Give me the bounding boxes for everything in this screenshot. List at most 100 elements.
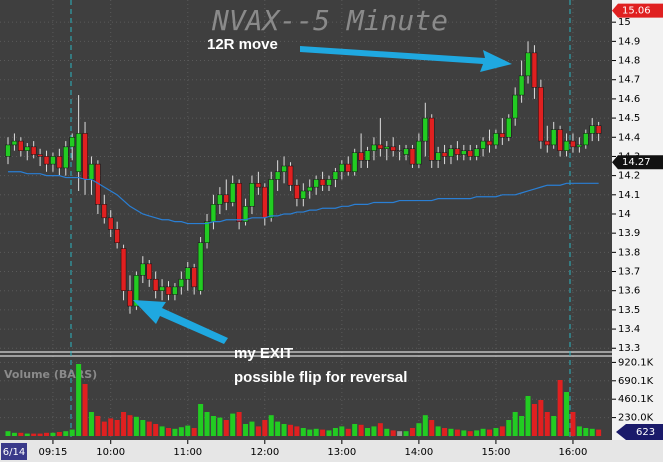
- candle-body: [518, 75, 525, 96]
- candle-body: [294, 184, 300, 199]
- volume-bar: [108, 418, 114, 436]
- volume-bar: [37, 433, 43, 436]
- volume-bar: [63, 431, 69, 436]
- volume-bar: [18, 432, 24, 436]
- volume-bar: [576, 426, 582, 436]
- candle-body: [589, 125, 595, 134]
- volume-bar: [564, 392, 570, 436]
- candle-body: [197, 242, 204, 291]
- volume-bar: [538, 400, 544, 436]
- volume-bar: [5, 431, 11, 436]
- volume-bar: [294, 426, 300, 436]
- candle-body: [570, 140, 576, 148]
- annotation: my EXIT: [234, 345, 293, 362]
- candle-body: [332, 171, 339, 180]
- candle-body: [24, 146, 31, 151]
- volume-bar: [531, 404, 537, 436]
- volume-bar: [166, 428, 171, 436]
- candle-body: [396, 150, 403, 152]
- volume-bar: [82, 384, 88, 436]
- volume-bar: [198, 404, 204, 436]
- candle-body: [114, 229, 120, 244]
- x-tick-label: 14:00: [404, 447, 433, 458]
- candle-body: [217, 194, 223, 205]
- volume-bar: [377, 423, 383, 436]
- volume-bar: [454, 429, 460, 436]
- volume-bar: [352, 424, 358, 436]
- y-tick-label: 460.1K: [618, 394, 654, 405]
- volume-bar: [127, 415, 133, 436]
- chart-title: NVAX--5 Minute: [211, 4, 448, 37]
- y-tick-label: 15: [618, 17, 631, 28]
- candle-body: [377, 144, 384, 150]
- candle-body: [101, 204, 108, 219]
- volume-bar: [210, 416, 216, 436]
- y-tick-label: 13.8: [618, 247, 640, 258]
- candle-body: [467, 150, 473, 157]
- volume-bar: [429, 420, 435, 436]
- volume-bar: [11, 432, 17, 436]
- candle-body: [172, 286, 178, 295]
- volume-bar: [262, 420, 268, 436]
- candle-body: [416, 140, 422, 165]
- price-tag-label: 15.06: [622, 6, 651, 17]
- candle-body: [390, 146, 396, 151]
- volume-bar: [223, 420, 229, 436]
- y-tick-label: 13.3: [618, 343, 640, 354]
- volume-bar: [76, 364, 82, 436]
- volume-bar: [114, 420, 120, 436]
- volume-bar: [345, 428, 351, 436]
- y-tick-label: 13.4: [618, 324, 640, 335]
- candle-body: [159, 286, 165, 291]
- candle-body: [75, 133, 82, 173]
- candle-body: [204, 221, 210, 244]
- candle-body: [56, 156, 63, 169]
- volume-bar: [474, 430, 480, 436]
- candle-body: [69, 137, 75, 148]
- price-axis-background: [612, 0, 663, 440]
- candle-body: [152, 278, 159, 291]
- volume-bar: [506, 420, 512, 436]
- candle-body: [223, 194, 230, 203]
- volume-bar: [287, 424, 293, 436]
- volume-bar: [275, 421, 281, 436]
- volume-bar: [339, 426, 345, 436]
- volume-bar: [95, 416, 101, 436]
- volume-bar: [159, 426, 165, 436]
- volume-bar: [249, 421, 255, 436]
- y-tick-label: 14.4: [618, 132, 640, 143]
- volume-bar: [384, 428, 390, 436]
- candle-body: [88, 163, 95, 180]
- arrow: [300, 46, 512, 72]
- volume-bar: [416, 423, 422, 436]
- candle-body: [281, 165, 287, 173]
- candle-body: [583, 133, 589, 146]
- candle-body: [249, 183, 255, 207]
- volume-title: Volume (BARS): [4, 368, 97, 381]
- time-axis-background: [0, 440, 663, 462]
- arrow: [133, 300, 228, 344]
- candle-body: [191, 267, 197, 288]
- volume-bar: [480, 428, 486, 436]
- volume-bar: [493, 428, 499, 436]
- candle-body: [493, 133, 499, 146]
- y-tick-label: 14.9: [618, 36, 640, 47]
- candle-body: [422, 117, 429, 142]
- volume-bar: [371, 426, 377, 436]
- price-tag-label: 14.27: [622, 157, 651, 168]
- x-tick-label: 16:00: [559, 447, 588, 458]
- candle-body: [63, 146, 69, 169]
- volume-bar: [191, 428, 197, 436]
- x-tick-label: 12:00: [250, 447, 279, 458]
- candle-body: [499, 133, 506, 138]
- date-label: 6/14: [3, 447, 25, 458]
- volume-bar: [467, 431, 473, 436]
- volume-bar: [557, 380, 563, 436]
- y-tick-label: 13.7: [618, 267, 640, 278]
- volume-bar: [217, 417, 223, 436]
- candle-body: [255, 183, 262, 188]
- x-tick-label: 10:00: [96, 447, 125, 458]
- y-tick-label: 14: [618, 209, 631, 220]
- candle-body: [262, 186, 268, 219]
- candle-body: [480, 140, 486, 150]
